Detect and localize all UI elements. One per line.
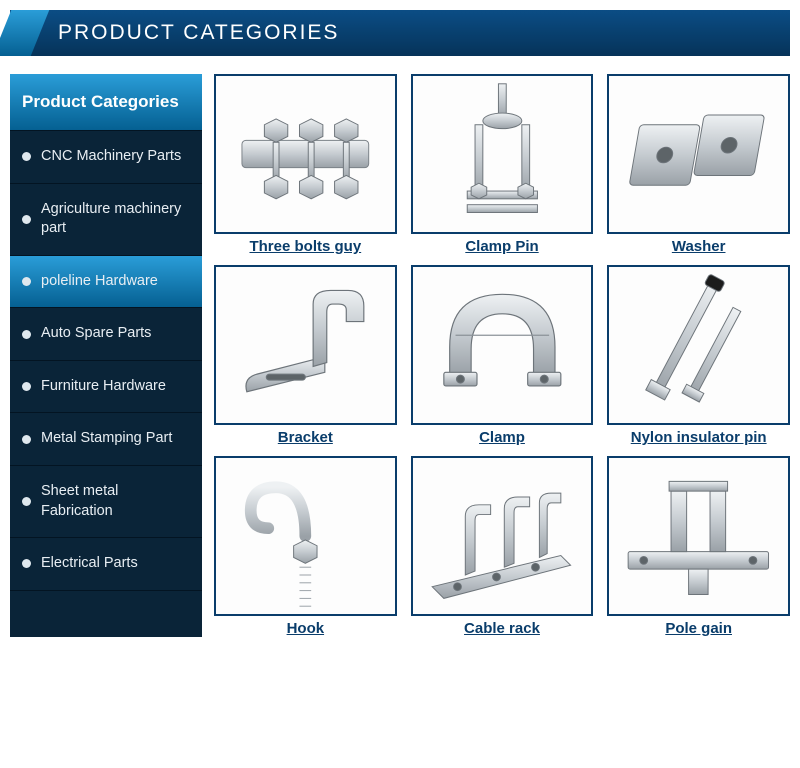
product-cell-1: Clamp Pin [411,74,594,255]
sidebar-item-label: Sheet metal Fabrication [41,482,190,521]
header-title: PRODUCT CATEGORIES [58,21,339,45]
sidebar-item-5[interactable]: Metal Stamping Part [10,413,202,466]
sidebar-item-7[interactable]: Electrical Parts [10,538,202,591]
bullet-icon [22,435,31,444]
product-caption[interactable]: Clamp [479,429,525,446]
product-caption[interactable]: Cable rack [464,620,540,637]
product-grid: Three bolts guy Clamp Pin Washer Bracket… [214,74,790,637]
product-caption[interactable]: Nylon insulator pin [631,429,767,446]
product-cell-2: Washer [607,74,790,255]
product-caption[interactable]: Clamp Pin [465,238,538,255]
product-cell-4: Clamp [411,265,594,446]
product-thumb[interactable] [607,265,790,425]
sidebar-item-3[interactable]: Auto Spare Parts [10,308,202,361]
product-caption[interactable]: Pole gain [665,620,732,637]
sidebar-item-0[interactable]: CNC Machinery Parts [10,131,202,184]
sidebar-item-label: CNC Machinery Parts [41,147,181,167]
product-cell-6: Hook [214,456,397,637]
bullet-icon [22,277,31,286]
main-layout: Product Categories CNC Machinery Parts Ag… [10,74,790,637]
product-thumb[interactable] [607,74,790,234]
section-header: PRODUCT CATEGORIES [10,10,790,56]
bullet-icon [22,330,31,339]
product-caption[interactable]: Washer [672,238,726,255]
hook-icon [216,458,395,614]
header-accent [0,10,49,56]
nylon-pin-icon [609,267,788,423]
product-thumb[interactable] [214,265,397,425]
clamp-icon [413,267,592,423]
product-thumb[interactable] [411,74,594,234]
clamp-pin-icon [413,76,592,232]
sidebar-item-4[interactable]: Furniture Hardware [10,361,202,414]
product-thumb[interactable] [214,74,397,234]
bullet-icon [22,559,31,568]
sidebar-item-label: Auto Spare Parts [41,324,151,344]
bullet-icon [22,382,31,391]
sidebar-item-label: Metal Stamping Part [41,429,172,449]
sidebar-item-label: Electrical Parts [41,554,138,574]
product-thumb[interactable] [411,265,594,425]
sidebar-item-label: Agriculture machinery part [41,200,190,239]
product-cell-7: Cable rack [411,456,594,637]
product-thumb[interactable] [214,456,397,616]
product-cell-5: Nylon insulator pin [607,265,790,446]
bullet-icon [22,215,31,224]
sidebar-item-label: Furniture Hardware [41,377,166,397]
product-thumb[interactable] [411,456,594,616]
bullet-icon [22,497,31,506]
sidebar-item-label: poleline Hardware [41,272,158,292]
product-caption[interactable]: Hook [287,620,325,637]
sidebar-item-1[interactable]: Agriculture machinery part [10,184,202,256]
bullet-icon [22,152,31,161]
product-cell-8: Pole gain [607,456,790,637]
cable-rack-icon [413,458,592,614]
sidebar-item-2[interactable]: poleline Hardware [10,256,202,309]
product-caption[interactable]: Bracket [278,429,333,446]
product-caption[interactable]: Three bolts guy [249,238,361,255]
sidebar-item-6[interactable]: Sheet metal Fabrication [10,466,202,538]
bracket-icon [216,267,395,423]
product-thumb[interactable] [607,456,790,616]
sidebar-title: Product Categories [10,74,202,131]
three-bolts-icon [216,76,395,232]
pole-gain-icon [609,458,788,614]
sidebar: Product Categories CNC Machinery Parts Ag… [10,74,202,637]
washer-icon [609,76,788,232]
product-cell-3: Bracket [214,265,397,446]
product-cell-0: Three bolts guy [214,74,397,255]
